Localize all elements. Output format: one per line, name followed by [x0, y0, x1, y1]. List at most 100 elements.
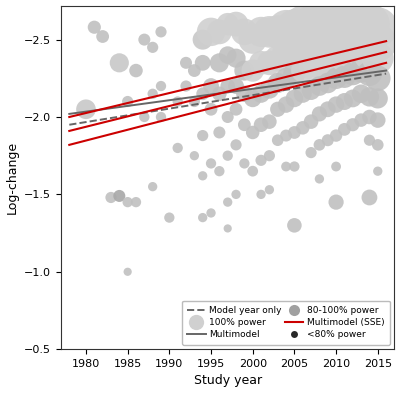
Point: [341, 73, 348, 80]
Point: [291, 47, 298, 53]
Point: [258, 121, 264, 128]
Point: [233, 106, 239, 112]
Point: [324, 60, 331, 66]
Y-axis label: Log-change: Log-change: [6, 141, 18, 214]
Point: [274, 55, 281, 61]
Point: [158, 83, 164, 89]
Point: [324, 18, 331, 24]
Point: [224, 52, 231, 58]
Point: [366, 94, 373, 100]
Point: [333, 18, 339, 24]
Point: [241, 91, 248, 97]
Point: [283, 75, 289, 81]
Point: [283, 101, 289, 108]
Point: [74, 349, 81, 355]
Point: [350, 52, 356, 58]
Point: [224, 21, 231, 27]
Point: [300, 91, 306, 97]
Point: [233, 142, 239, 148]
Point: [366, 52, 373, 58]
Point: [224, 83, 231, 89]
Point: [358, 33, 364, 40]
Point: [258, 191, 264, 198]
Point: [250, 129, 256, 136]
Point: [208, 106, 214, 112]
Point: [341, 98, 348, 105]
Point: [241, 160, 248, 167]
Point: [224, 199, 231, 205]
Point: [200, 60, 206, 66]
Point: [216, 60, 222, 66]
Point: [366, 137, 373, 143]
Point: [316, 63, 323, 69]
Point: [316, 21, 323, 27]
Point: [100, 33, 106, 40]
Point: [216, 91, 222, 97]
Point: [91, 24, 98, 30]
Point: [374, 142, 381, 148]
Point: [174, 145, 181, 151]
Point: [374, 40, 381, 46]
Point: [366, 194, 373, 200]
Point: [316, 142, 323, 148]
Point: [300, 44, 306, 50]
Point: [291, 70, 298, 77]
Point: [241, 68, 248, 74]
Point: [300, 68, 306, 74]
Point: [200, 132, 206, 139]
Point: [224, 152, 231, 159]
Point: [374, 75, 381, 81]
Point: [258, 29, 264, 35]
Point: [250, 68, 256, 74]
Point: [333, 37, 339, 43]
Point: [308, 64, 314, 71]
Point: [150, 184, 156, 190]
Point: [324, 80, 331, 86]
Point: [216, 168, 222, 174]
Point: [158, 29, 164, 35]
Point: [333, 199, 339, 205]
Point: [358, 91, 364, 97]
Point: [216, 29, 222, 35]
Point: [358, 117, 364, 123]
Point: [308, 21, 314, 27]
Point: [208, 160, 214, 167]
Point: [366, 37, 373, 43]
Point: [324, 137, 331, 143]
Point: [333, 75, 339, 81]
Point: [266, 86, 272, 92]
Point: [233, 55, 239, 61]
Point: [224, 114, 231, 120]
Point: [358, 18, 364, 24]
Point: [374, 55, 381, 61]
Point: [200, 215, 206, 221]
Point: [150, 44, 156, 50]
Point: [258, 60, 264, 66]
Point: [366, 114, 373, 120]
Point: [233, 83, 239, 89]
Point: [333, 101, 339, 108]
Point: [141, 114, 148, 120]
Point: [350, 70, 356, 77]
Point: [200, 91, 206, 97]
Point: [266, 60, 272, 66]
Point: [374, 168, 381, 174]
Point: [333, 163, 339, 170]
Point: [274, 80, 281, 86]
Point: [124, 269, 131, 275]
Point: [183, 83, 189, 89]
Point: [341, 18, 348, 24]
Point: [324, 40, 331, 46]
Point: [350, 121, 356, 128]
Point: [300, 125, 306, 131]
Point: [291, 24, 298, 30]
Point: [233, 21, 239, 27]
Point: [266, 119, 272, 125]
Point: [191, 98, 198, 105]
Point: [316, 41, 323, 48]
Point: [200, 37, 206, 43]
Point: [250, 95, 256, 101]
Point: [274, 137, 281, 143]
Point: [83, 106, 89, 112]
Point: [333, 57, 339, 63]
